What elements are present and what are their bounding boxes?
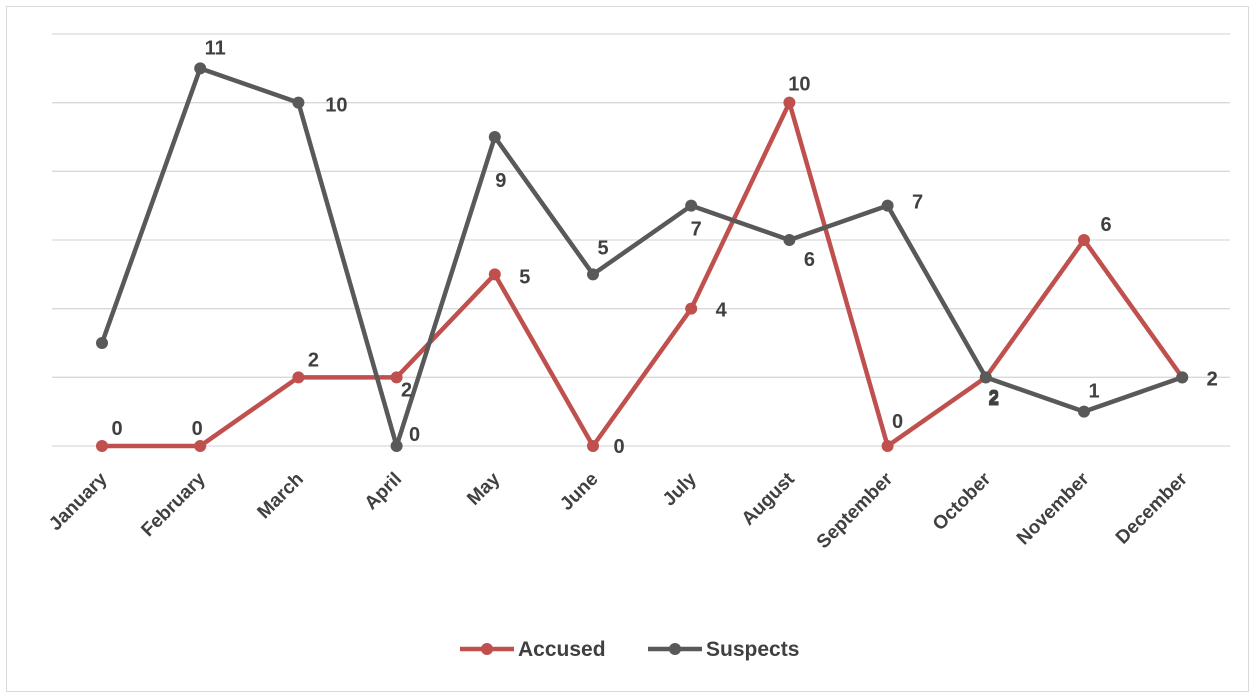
point-accused-july <box>685 302 698 315</box>
x-tick-label-july: July <box>659 468 701 510</box>
x-tick-label-december: December <box>1112 468 1192 548</box>
legend-swatch-marker <box>481 643 493 655</box>
data-label-accused-november: 6 <box>1100 214 1111 236</box>
point-suspects-december <box>1176 371 1189 384</box>
x-tick-label-april: April <box>361 469 406 514</box>
x-tick-label-september: September <box>813 468 898 553</box>
data-label-accused-october: 2 <box>988 388 999 410</box>
point-accused-august <box>783 96 796 109</box>
point-suspects-october <box>979 371 992 384</box>
data-label-accused-may: 5 <box>519 266 530 288</box>
data-label-suspects-october: 2 <box>988 386 999 408</box>
data-label-suspects-march: 10 <box>325 95 347 117</box>
point-accused-march <box>292 371 305 384</box>
data-label-suspects-june: 5 <box>597 237 608 259</box>
data-label-accused-july: 4 <box>716 300 728 322</box>
legend-swatch-marker <box>669 643 681 655</box>
x-axis: January February March April May June July Augu… <box>45 468 1192 553</box>
data-label-accused-april: 2 <box>401 379 412 401</box>
chart-area <box>6 6 1249 692</box>
x-tick-label-august: August <box>738 468 800 530</box>
point-suspects-june <box>587 268 599 281</box>
gridlines <box>52 33 1230 447</box>
series-accused <box>96 96 1189 452</box>
point-suspects-august <box>783 234 796 246</box>
data-label-accused-june: 0 <box>613 436 624 458</box>
x-tick-label-november: November <box>1013 468 1094 549</box>
point-accused-february <box>194 440 207 452</box>
data-label-suspects-september: 7 <box>912 192 923 214</box>
data-label-suspects-april: 0 <box>409 424 420 446</box>
point-accused-april <box>390 371 403 384</box>
x-tick-label-january: January <box>45 468 112 535</box>
point-suspects-march <box>292 96 305 109</box>
x-tick-label-october: October <box>929 468 996 535</box>
data-label-accused-march: 2 <box>308 349 319 371</box>
data-label-suspects-may: 9 <box>495 170 506 192</box>
point-accused-june <box>587 440 599 452</box>
data-label-accused-january: 0 <box>111 418 122 440</box>
point-suspects-september <box>881 199 894 212</box>
series-layer <box>96 62 1189 452</box>
series-suspects <box>96 62 1189 452</box>
point-accused-november <box>1078 234 1090 246</box>
data-label-suspects-december: 2 <box>1207 368 1218 390</box>
legend-label-accused: Accused <box>518 638 606 661</box>
point-suspects-april <box>390 440 403 452</box>
data-label-suspects-february: 11 <box>205 37 226 59</box>
x-tick-label-march: March <box>254 469 308 523</box>
point-suspects-july <box>685 199 698 212</box>
x-tick-label-june: June <box>556 469 602 515</box>
point-suspects-february <box>194 62 207 75</box>
data-label-accused-september: 0 <box>892 411 903 433</box>
point-suspects-january <box>96 337 108 349</box>
legend-label-suspects: Suspects <box>706 638 799 661</box>
point-accused-january <box>96 440 108 452</box>
data-label-suspects-july: 7 <box>691 219 702 241</box>
point-accused-may <box>488 268 501 281</box>
data-label-accused-february: 0 <box>192 418 203 440</box>
x-tick-label-february: February <box>137 468 210 541</box>
x-tick-label-may: May <box>463 468 504 509</box>
legend-item-suspects: Suspects <box>648 638 799 661</box>
point-suspects-november <box>1078 405 1090 418</box>
series-line-accused <box>102 100 1185 449</box>
data-label-accused-august: 10 <box>788 74 810 96</box>
data-label-suspects-november: 1 <box>1088 381 1099 403</box>
legend: Accused Suspects <box>460 638 799 661</box>
data-label-accused-december: 2 <box>1207 368 1218 390</box>
series-line-suspects <box>99 66 1183 449</box>
point-suspects-may <box>488 131 501 143</box>
point-accused-september <box>881 440 894 452</box>
data-label-suspects-august: 6 <box>804 249 815 271</box>
legend-item-accused: Accused <box>460 638 606 661</box>
